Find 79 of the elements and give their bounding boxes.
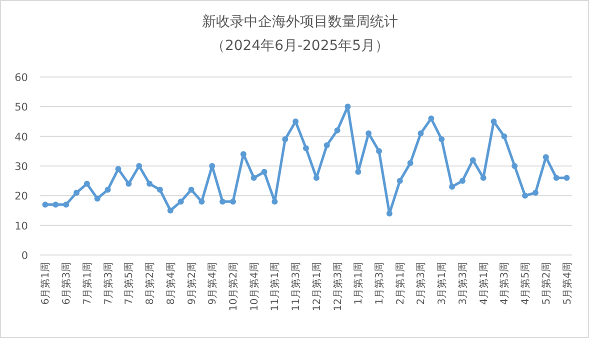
y-tick-label: 20 — [14, 190, 28, 203]
point — [564, 174, 570, 181]
y-tick-label: 0 — [21, 250, 28, 262]
x-tick-label: 6月第1周 — [40, 262, 52, 305]
point — [136, 163, 142, 169]
point — [250, 174, 257, 181]
point — [438, 136, 445, 142]
x-tick-label: 9月第4周 — [206, 262, 219, 305]
x-tick-label: 4月第3周 — [498, 262, 511, 305]
point — [501, 133, 508, 140]
x-tick-label: 3月第3周 — [456, 262, 469, 305]
x-tick-label: 7月第5周 — [123, 262, 136, 305]
point — [261, 168, 268, 175]
point — [63, 202, 70, 208]
point — [407, 160, 414, 166]
point — [553, 174, 560, 181]
x-tick-label: 11月第3周 — [290, 262, 302, 312]
x-tick-label: 5月第2周 — [540, 262, 552, 305]
point — [334, 127, 340, 134]
point — [522, 192, 528, 199]
y-tick-label: 40 — [14, 131, 28, 144]
point — [167, 208, 174, 214]
point — [104, 186, 111, 193]
x-tick-label: 4月第1周 — [478, 262, 490, 305]
point — [94, 196, 100, 202]
x-tick-label: 8月第4周 — [164, 262, 177, 305]
point — [84, 180, 90, 187]
point — [512, 163, 518, 169]
point — [126, 180, 132, 187]
x-tick-label: 2月第1周 — [394, 262, 406, 305]
point — [470, 157, 476, 164]
point — [396, 178, 403, 184]
point — [115, 166, 122, 172]
x-tick-label: 6月第3周 — [60, 262, 73, 305]
point — [490, 118, 497, 124]
point — [146, 180, 153, 187]
x-tick-label: 10月第4周 — [248, 262, 260, 312]
point — [292, 118, 299, 124]
x-tick-label: 8月第2周 — [144, 262, 156, 305]
x-tick-label: 10月第2周 — [227, 262, 240, 312]
x-tick-label: 5月第4周 — [561, 262, 574, 305]
point — [272, 198, 278, 205]
point — [449, 184, 456, 190]
point — [303, 145, 309, 152]
point — [198, 198, 205, 205]
point — [74, 190, 80, 196]
chart-subtitle: （2024年6月-2025年5月） — [210, 38, 390, 54]
point — [459, 178, 466, 184]
x-tick-label: 7月第1周 — [81, 262, 94, 305]
point — [428, 116, 434, 122]
point — [376, 148, 382, 154]
y-tick-label: 60 — [14, 72, 28, 84]
x-tick-label: 1月第1周 — [352, 262, 365, 305]
point — [188, 186, 194, 193]
point — [366, 130, 372, 136]
x-tick-label: 3月第1周 — [436, 262, 448, 305]
point — [52, 202, 59, 208]
point — [324, 142, 330, 148]
point — [209, 163, 216, 169]
point — [178, 198, 184, 205]
point — [418, 130, 424, 136]
chart-title: 新收录中企海外项目数量周统计 — [202, 14, 398, 30]
point — [220, 198, 226, 205]
x-tick-label: 9月第2周 — [186, 262, 198, 305]
x-tick-label: 7月第3周 — [102, 262, 114, 305]
point — [42, 202, 48, 208]
x-tick-label: 12月第1周 — [310, 262, 323, 312]
point — [230, 198, 236, 205]
point — [282, 136, 288, 142]
point — [156, 186, 163, 193]
point — [532, 190, 538, 196]
x-tick-label: 1月第3周 — [374, 262, 386, 305]
y-tick-label: 10 — [14, 220, 28, 232]
y-tick-label: 50 — [14, 102, 28, 114]
y-tick-label: 30 — [14, 161, 28, 173]
x-tick-label: 12月第3周 — [332, 262, 344, 312]
x-tick-label: 4月第5周 — [520, 262, 532, 305]
x-tick-label: 2月第3周 — [415, 262, 428, 305]
x-tick-label: 11月第1周 — [269, 262, 282, 312]
